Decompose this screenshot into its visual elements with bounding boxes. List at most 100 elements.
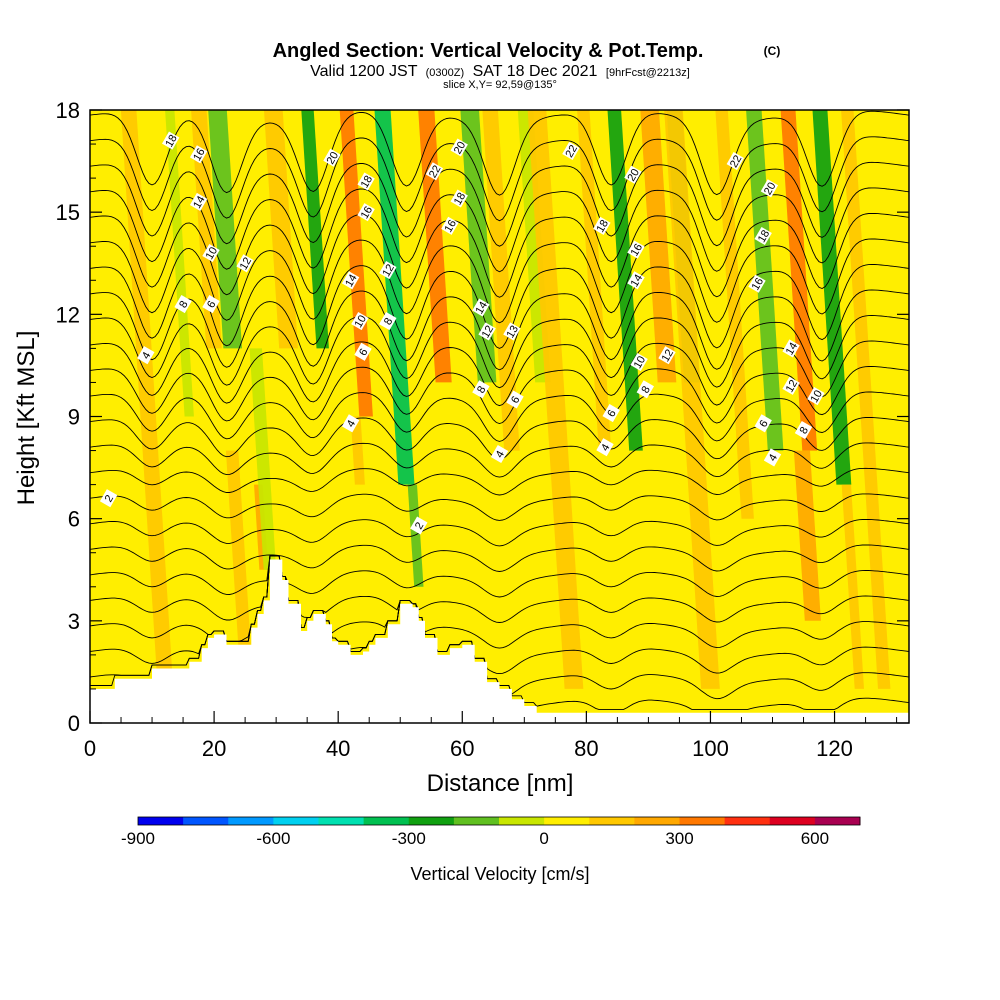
contour-label: 18 <box>357 172 375 191</box>
svg-text:14: 14 <box>784 341 801 358</box>
colorbar-swatch <box>634 817 681 825</box>
velocity-band <box>249 348 277 570</box>
svg-text:20: 20 <box>452 140 469 157</box>
colorbar-tick-label: -900 <box>121 829 155 848</box>
velocity-band <box>841 110 891 689</box>
contour-label: 18 <box>593 216 612 235</box>
contour-label: 4 <box>137 346 155 365</box>
theta-contour <box>90 391 909 442</box>
contour-label: 12 <box>379 261 397 280</box>
svg-text:6: 6 <box>757 418 770 429</box>
svg-text:12: 12 <box>380 262 397 279</box>
velocity-band <box>640 110 677 383</box>
contour-label: 4 <box>341 414 360 433</box>
svg-text:16: 16 <box>443 218 460 235</box>
x-tick-label: 80 <box>574 736 598 761</box>
colorbar-swatch <box>228 817 274 825</box>
velocity-band <box>225 450 252 655</box>
colorbar-swatch <box>183 817 229 825</box>
x-tick-label: 40 <box>326 736 350 761</box>
terrain-mask <box>90 559 909 723</box>
svg-text:16: 16 <box>629 242 646 259</box>
forecast-info: [9hrFcst@2213z] <box>606 67 690 79</box>
svg-text:18: 18 <box>595 218 612 235</box>
svg-text:14: 14 <box>343 272 360 289</box>
colorbar-tick-label: 0 <box>539 829 548 848</box>
svg-text:8: 8 <box>475 384 488 395</box>
svg-text:16: 16 <box>359 204 376 221</box>
svg-text:18: 18 <box>452 191 469 208</box>
colorbar-swatch <box>273 817 320 825</box>
valid-date: SAT 18 Dec 2021 <box>473 63 598 80</box>
velocity-band <box>527 110 584 689</box>
velocity-band <box>460 110 497 383</box>
colorbar-tick-label: 300 <box>665 829 693 848</box>
y-tick-label: 6 <box>68 507 80 532</box>
chart-title: Angled Section: Vertical Velocity & Pot.… <box>273 40 704 62</box>
velocity-band <box>841 484 864 689</box>
colorbar-tick-label: 600 <box>801 829 829 848</box>
colorbar-label: Vertical Velocity [cm/s] <box>410 864 589 884</box>
y-axis-label: Height [Kft MSL] <box>13 331 40 506</box>
svg-text:12: 12 <box>784 378 801 395</box>
contour-label: 12 <box>478 322 496 341</box>
contour-label: 12 <box>782 376 801 395</box>
velocity-band <box>264 110 298 349</box>
contour-label: 8 <box>174 295 192 314</box>
contour-label: 14 <box>782 339 800 358</box>
svg-text:13: 13 <box>505 324 522 341</box>
contour-label: 18 <box>754 226 772 246</box>
contour-label: 14 <box>472 298 490 317</box>
svg-text:6: 6 <box>357 347 370 358</box>
svg-text:6: 6 <box>509 394 522 405</box>
contour-label: 22 <box>726 152 744 171</box>
contour-label: 16 <box>189 145 208 164</box>
theta-contour <box>90 238 909 324</box>
theta-contour <box>90 289 909 371</box>
colorbar-swatch <box>544 817 590 825</box>
svg-text:4: 4 <box>767 452 780 463</box>
contour-label: 14 <box>189 192 208 211</box>
title-suffix: (C) <box>764 44 781 58</box>
colorbar-tick-label: -300 <box>392 829 426 848</box>
contour-label: 20 <box>624 165 642 184</box>
svg-text:12: 12 <box>480 324 497 341</box>
contour-label: 16 <box>357 203 375 222</box>
contour-label: 18 <box>162 131 180 150</box>
contour-label: 16 <box>441 216 460 235</box>
theta-contour <box>90 161 909 247</box>
velocity-band <box>664 110 720 689</box>
contour-label: 6 <box>202 295 220 314</box>
velocity-band <box>191 110 222 349</box>
y-tick-label: 9 <box>68 405 80 430</box>
contour-label: 12 <box>236 254 254 273</box>
contour-label: 6 <box>754 414 772 433</box>
svg-text:8: 8 <box>177 299 190 310</box>
contour-label: 4 <box>763 448 782 467</box>
valid-prefix: Valid 1200 JST <box>310 63 418 80</box>
contour-label: 16 <box>748 274 766 293</box>
theta-contour <box>90 366 909 424</box>
contour-label: 20 <box>760 179 779 198</box>
svg-text:22: 22 <box>427 163 444 180</box>
velocity-band <box>339 110 373 417</box>
velocity-band <box>374 110 415 485</box>
contour-label: 22 <box>562 141 580 160</box>
svg-text:20: 20 <box>325 150 342 167</box>
svg-text:4: 4 <box>140 350 153 361</box>
velocity-field <box>90 110 891 689</box>
theta-contour <box>90 110 909 196</box>
contour-label: 10 <box>351 312 369 331</box>
colorbar-swatch <box>453 817 500 825</box>
colorbar: -900 -600 -300 0 300 600 <box>121 816 861 848</box>
contour-label: 6 <box>506 390 524 409</box>
theta-contour <box>90 467 909 496</box>
valid-time-line: Valid 1200 JST (0300Z) SAT 18 Dec 2021 [… <box>310 63 690 80</box>
contour-label: 13 <box>503 322 521 341</box>
colorbar-swatch <box>589 817 635 825</box>
svg-text:2: 2 <box>413 520 426 531</box>
svg-text:6: 6 <box>205 299 218 310</box>
colorbar-swatch <box>318 817 365 825</box>
colorbar-swatch <box>499 817 545 825</box>
